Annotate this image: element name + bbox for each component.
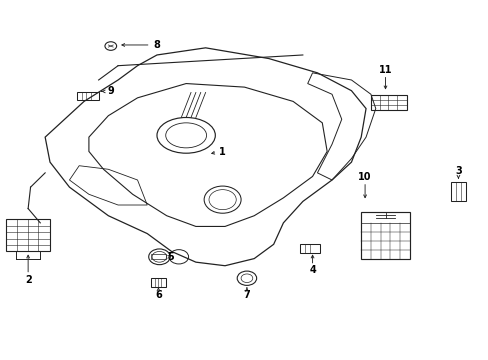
Text: 10: 10 (358, 172, 371, 182)
Text: 9: 9 (107, 86, 114, 96)
Text: 7: 7 (243, 290, 250, 300)
Text: 6: 6 (155, 290, 162, 300)
Text: 1: 1 (219, 147, 225, 157)
Text: 4: 4 (308, 265, 315, 275)
Text: 8: 8 (153, 40, 160, 50)
Text: 3: 3 (454, 166, 461, 176)
Text: 2: 2 (25, 275, 31, 285)
Text: 5: 5 (167, 252, 174, 262)
Text: 11: 11 (378, 65, 391, 75)
